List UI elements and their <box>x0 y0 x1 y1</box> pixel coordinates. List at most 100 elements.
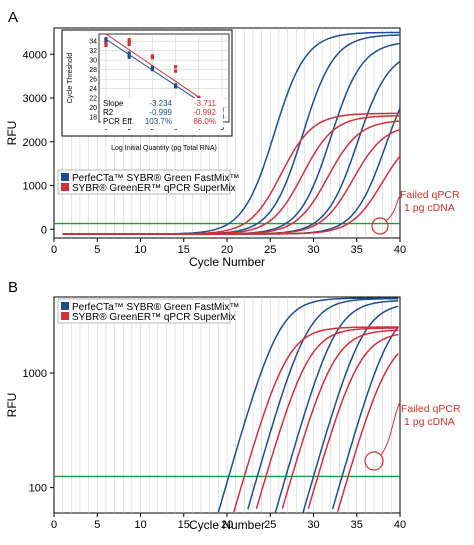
panel-a-failed-circle <box>371 217 389 235</box>
panel-b-curve-perfecta <box>302 305 399 513</box>
panel-b-x-tick-label: 40 <box>394 519 406 531</box>
panel-b-curve-perfecta <box>331 326 399 510</box>
legend-b-swatch-greener <box>61 312 69 320</box>
panel-b-y-tick-label: 1000 <box>23 368 47 380</box>
inset-point-perfecta <box>150 68 154 72</box>
inset-stat-label: Slope <box>103 99 124 108</box>
panel-b-x-tick-label: 15 <box>178 519 190 531</box>
panel-a-ticks: 0 5 10 15 20 25 30 35 40 0 1000 2000 3000 4000 <box>23 49 407 256</box>
panel-b-letter: B <box>8 279 18 296</box>
panel-b-y-tick-label: 100 <box>29 483 47 495</box>
panel-a-annotation-line1: Failed qPCR <box>400 189 460 201</box>
inset-y-tick-label: 34 <box>89 39 97 46</box>
inset-stat-label: R2 <box>103 108 114 117</box>
panel-b: B 0 5 10 15 20 25 30 35 40 100 1000 Cycle Number R… <box>5 279 461 532</box>
panel-b-curves <box>217 297 399 513</box>
panel-b-annotation: Failed qPCR 1 pg cDNA <box>364 401 461 471</box>
inset-y-tick-label: 26 <box>89 77 97 84</box>
inset-point-perfecta <box>127 53 131 58</box>
panel-a-y-tick-label: 3000 <box>23 93 47 105</box>
inset-stats-backdrop <box>101 98 223 129</box>
panel-a-x-tick-label: 40 <box>394 244 406 256</box>
inset-ylabel: Cycle Threshold <box>67 53 74 104</box>
panel-a-legend: PerfeCTa™ SYBR® Green FastMix™ SYBR® Gre… <box>57 169 239 195</box>
inset-y-tick-label: 28 <box>89 67 97 74</box>
panel-b-legend: PerfeCTa™ SYBR® Green FastMix™ SYBR® Gre… <box>57 298 239 324</box>
inset-point-greener <box>174 65 178 69</box>
inset-point-perfecta <box>104 39 108 43</box>
panel-b-curve-perfecta <box>274 300 399 513</box>
panel-b-annotation-bracket <box>380 401 401 456</box>
inset-point-perfecta <box>127 55 131 59</box>
panel-a-curves <box>62 31 401 235</box>
legend-a-label-perfecta: PerfeCTa™ SYBR® Green FastMix™ <box>72 173 239 184</box>
panel-a-annotation: Failed qPCR 1 pg cDNA <box>371 189 460 235</box>
inset-stat-greener: -0.992 <box>193 108 216 117</box>
panel-b-x-tick-label: 0 <box>51 519 57 531</box>
legend-a-swatch-greener <box>61 183 69 191</box>
panel-a-x-tick-label: 5 <box>94 244 100 256</box>
inset-stat-label: PCR Eff. <box>103 117 134 126</box>
inset-y-tick-label: 24 <box>89 86 97 93</box>
inset-stat-greener: -3.711 <box>194 99 217 108</box>
inset-point-greener <box>127 40 131 44</box>
panel-a-legend-frame <box>57 169 231 195</box>
panel-b-x-tick-label: 10 <box>134 519 146 531</box>
panel-b-curve-greener <box>255 327 399 510</box>
inset-point-greener <box>197 95 201 99</box>
panel-b-curve-greener <box>233 326 399 513</box>
panel-b-curve-perfecta <box>217 297 399 513</box>
panel-a-x-tick-label: 20 <box>221 244 233 256</box>
inset-point-greener <box>150 56 154 60</box>
panel-a-xlabel: Cycle Number <box>189 255 265 269</box>
panel-b-ylabel: RFU <box>5 393 19 418</box>
inset-point-greener <box>150 54 154 58</box>
legend-a-label-greener: SYBR® GreenER™ qPCR SuperMix <box>72 183 236 194</box>
inset-point-greener <box>174 69 178 73</box>
panel-b-x-tick-label: 20 <box>221 519 233 531</box>
inset-point-perfecta <box>174 83 178 87</box>
inset-y-tick-label: 32 <box>89 48 97 55</box>
inset-stat-perfecta: -3.234 <box>149 99 172 108</box>
panel-a-x-tick-label: 0 <box>51 244 57 256</box>
legend-a-swatch-perfecta <box>61 173 69 181</box>
inset-stat-perfecta: -0.999 <box>149 108 172 117</box>
inset-y-tick-label: 20 <box>89 105 97 112</box>
panel-a-y-tick-label: 4000 <box>23 49 47 61</box>
inset-point-perfecta <box>174 85 178 89</box>
panel-a-x-tick-label: 25 <box>264 244 276 256</box>
inset-stats: Slope -3.234 -3.711 R2 -0.999 -0.992 PCR Eff. 1… <box>101 98 223 129</box>
panel-a-ylabel: RFU <box>5 121 19 146</box>
panel-b-x-tick-label: 5 <box>94 519 100 531</box>
panel-b-curve-perfecta <box>247 297 399 510</box>
panel-a-annotation-bracket <box>385 196 400 222</box>
panel-b-ticks: 0 5 10 15 20 25 30 35 40 100 1000 <box>23 368 407 531</box>
panel-b-x-tick-label: 30 <box>307 519 319 531</box>
panel-b-curve-greener <box>281 329 399 509</box>
panel-a-y-tick-label: 1000 <box>23 181 47 193</box>
panel-b-curve-greener <box>307 333 399 509</box>
panel-a: A 0 5 10 15 20 25 30 35 40 0 1000 2000 3000 4000 Cycl… <box>5 9 460 269</box>
inset-stat-greener: 86.0% <box>193 117 216 126</box>
inset-stat-perfecta: 103.7% <box>145 117 172 126</box>
panel-b-curve-greener <box>336 352 399 512</box>
panel-a-y-tick-label: 2000 <box>23 137 47 149</box>
legend-b-swatch-perfecta <box>61 302 69 310</box>
inset-point-perfecta <box>104 37 108 41</box>
inset-point-greener <box>127 38 131 42</box>
panel-a-annotation-line2: 1 pg cDNA <box>404 202 455 214</box>
panel-a-letter: A <box>8 9 18 26</box>
inset-xlabel: Log Initial Quantity (pg Total RNA) <box>111 145 217 152</box>
inset-point-greener <box>104 43 108 48</box>
inset-y-tick-label: 30 <box>89 58 97 65</box>
inset-point-perfecta <box>150 65 154 69</box>
panel-a-x-tick-label: 35 <box>351 244 363 256</box>
inset-y-tick-label: 18 <box>89 115 97 122</box>
panel-b-failed-circle <box>364 451 384 471</box>
panel-b-annotation-line2: 1 pg cDNA <box>404 416 455 428</box>
panel-a-x-tick-label: 10 <box>134 244 146 256</box>
panel-a-x-tick-label: 15 <box>178 244 190 256</box>
panel-b-legend-frame <box>57 298 231 324</box>
panel-b-x-tick-label: 35 <box>351 519 363 531</box>
